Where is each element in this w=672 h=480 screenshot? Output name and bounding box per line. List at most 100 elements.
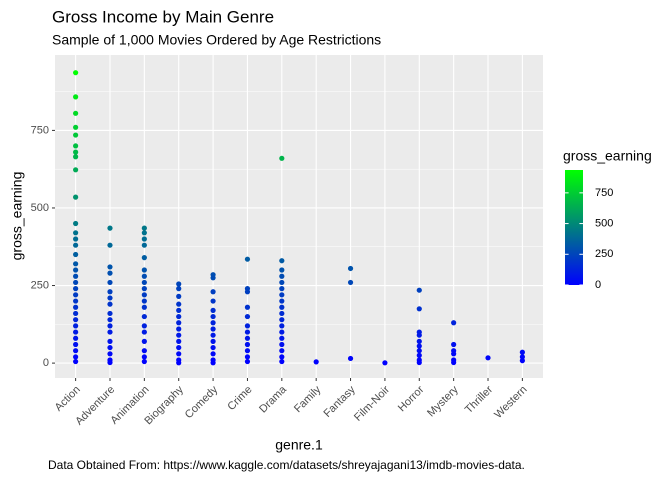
- point: [141, 286, 147, 292]
- colorbar: [565, 170, 583, 285]
- point: [73, 298, 79, 304]
- point: [141, 267, 147, 273]
- point: [210, 344, 216, 351]
- point: [73, 194, 79, 200]
- point: [141, 236, 147, 242]
- point: [73, 358, 79, 365]
- point: [73, 94, 79, 100]
- point: [279, 292, 285, 298]
- point: [244, 358, 251, 365]
- point: [244, 323, 251, 329]
- point: [73, 236, 79, 242]
- point: [73, 341, 79, 348]
- point: [107, 351, 113, 357]
- legend-title: gross_earning: [563, 148, 652, 164]
- point: [210, 289, 216, 295]
- point: [210, 338, 216, 344]
- point: [73, 167, 79, 173]
- point: [107, 344, 113, 351]
- point: [210, 360, 216, 366]
- chart-subtitle: Sample of 1,000 Movies Ordered by Age Re…: [52, 32, 381, 48]
- point: [73, 70, 79, 76]
- point: [141, 230, 147, 236]
- point: [107, 310, 113, 317]
- point: [416, 306, 422, 312]
- point: [244, 329, 251, 335]
- point: [279, 335, 285, 341]
- y-axis-title: gross_earning: [9, 172, 25, 261]
- point: [107, 242, 113, 248]
- point: [279, 258, 285, 264]
- point: [73, 220, 79, 227]
- colorbar-label: 750: [595, 187, 613, 199]
- point: [141, 292, 147, 298]
- x-tick-label: Drama: [257, 383, 289, 415]
- point: [279, 329, 285, 335]
- point: [176, 360, 182, 366]
- point: [107, 270, 113, 276]
- point: [451, 359, 457, 366]
- colorbar-label: 500: [595, 217, 613, 229]
- point: [451, 351, 457, 357]
- point: [176, 301, 182, 307]
- point: [73, 323, 79, 329]
- point: [416, 352, 422, 358]
- point: [244, 289, 251, 295]
- point: [519, 349, 525, 355]
- point: [279, 279, 285, 286]
- colorbar-label: 0: [595, 279, 601, 291]
- point: [210, 298, 216, 304]
- point: [141, 354, 147, 360]
- y-tick-label: 0: [43, 357, 49, 369]
- point: [244, 256, 251, 262]
- y-tick-label: 250: [31, 279, 49, 291]
- point: [107, 289, 113, 295]
- point: [347, 355, 354, 362]
- x-tick-label: Comedy: [183, 383, 221, 421]
- point: [73, 273, 79, 279]
- point: [485, 355, 491, 361]
- point: [176, 293, 182, 299]
- point: [210, 313, 216, 320]
- point: [141, 348, 147, 354]
- point: [107, 317, 113, 323]
- point: [73, 230, 79, 236]
- point: [382, 360, 388, 366]
- point: [141, 273, 147, 279]
- point: [279, 354, 285, 360]
- point: [141, 242, 147, 248]
- point: [279, 323, 285, 329]
- chart-title: Gross Income by Main Genre: [52, 7, 274, 26]
- point: [73, 251, 79, 258]
- point: [107, 279, 113, 286]
- point: [141, 255, 147, 261]
- point: [279, 267, 285, 273]
- y-tick-label: 500: [31, 202, 49, 214]
- point: [210, 351, 216, 357]
- point: [210, 320, 216, 326]
- point: [279, 273, 285, 279]
- point: [210, 307, 216, 313]
- point: [73, 348, 79, 354]
- point: [73, 143, 79, 149]
- point: [107, 225, 113, 231]
- x-tick-label: Family: [292, 383, 324, 415]
- point: [73, 286, 79, 292]
- point: [279, 155, 285, 161]
- point: [244, 341, 251, 348]
- point: [279, 341, 285, 348]
- point: [107, 359, 113, 366]
- point: [73, 329, 79, 335]
- point: [244, 304, 251, 310]
- point: [416, 332, 422, 338]
- point: [244, 354, 251, 360]
- point: [279, 304, 285, 310]
- point: [73, 132, 79, 138]
- point: [141, 304, 147, 310]
- caption: Data Obtained From: https://www.kaggle.c…: [48, 458, 525, 472]
- point: [279, 348, 285, 354]
- x-tick-label: Horror: [396, 383, 427, 414]
- point: [176, 332, 182, 338]
- point: [141, 323, 147, 329]
